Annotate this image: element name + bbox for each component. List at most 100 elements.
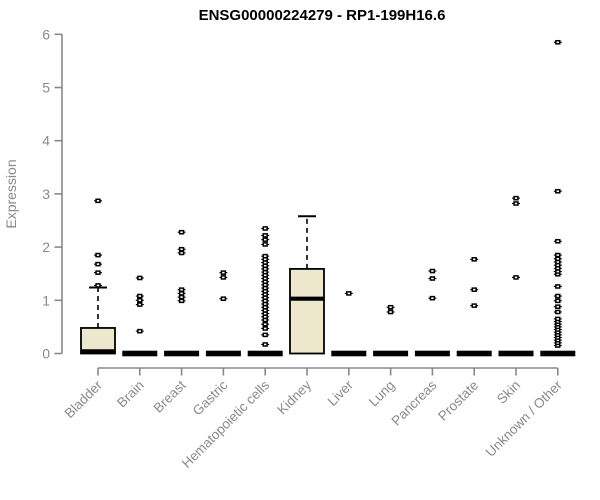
- outlier-point-center: [264, 293, 267, 296]
- outlier-point-center: [222, 271, 225, 274]
- outlier-point-center: [264, 334, 267, 336]
- y-tick-label: 0: [42, 346, 50, 362]
- outlier-point-center: [264, 323, 267, 326]
- zero-bar-prostate: [456, 350, 492, 357]
- outlier-point-center: [473, 304, 476, 307]
- outlier-point-center: [556, 342, 559, 344]
- outlier-point-center: [96, 263, 100, 265]
- outlier-point-center: [138, 277, 141, 279]
- outlier-point-center: [556, 258, 559, 260]
- outlier-point-center: [389, 306, 392, 309]
- outlier-point-center: [264, 319, 267, 321]
- outlier-point-center: [556, 295, 559, 297]
- outlier-point-center: [264, 315, 267, 318]
- category-label-brain: Brain: [114, 378, 147, 411]
- outlier-point-center: [180, 288, 183, 291]
- outlier-point-center: [556, 41, 559, 44]
- outlier-point-center: [222, 276, 225, 279]
- outlier-point-center: [556, 254, 559, 256]
- outlier-point-center: [556, 273, 559, 276]
- zero-bar-breast: [164, 350, 200, 357]
- outlier-point-center: [180, 300, 183, 302]
- zero-bar-hematopoietic-cells: [247, 350, 283, 357]
- outlier-point-center: [473, 258, 476, 261]
- outlier-point-center: [431, 270, 434, 272]
- outlier-point-center: [473, 288, 476, 291]
- y-tick-label: 3: [42, 186, 50, 202]
- outlier-point-center: [431, 277, 434, 280]
- outlier-point-center: [556, 318, 559, 320]
- category-label-liver: Liver: [325, 377, 357, 409]
- category-label-pancreas: Pancreas: [389, 377, 440, 428]
- outlier-point-center: [556, 320, 559, 323]
- category-label-skin: Skin: [494, 378, 523, 407]
- outlier-point-center: [138, 303, 141, 306]
- box-bladder: [80, 327, 116, 355]
- outlier-point-center: [556, 264, 559, 266]
- outlier-point-center: [96, 254, 100, 256]
- outlier-point-center: [264, 303, 267, 305]
- outlier-point-center: [556, 305, 559, 308]
- outlier-point-center: [556, 270, 559, 273]
- outlier-point-center: [138, 299, 141, 302]
- outlier-point-center: [138, 330, 141, 332]
- outlier-point-center: [264, 327, 267, 330]
- outlier-point-center: [264, 258, 267, 261]
- outlier-point-center: [431, 297, 434, 299]
- outlier-point-center: [556, 323, 559, 326]
- category-label-breast: Breast: [151, 377, 189, 415]
- outlier-point-center: [264, 296, 267, 299]
- outlier-point-center: [556, 334, 559, 336]
- category-label-bladder: Bladder: [62, 377, 106, 421]
- outlier-point-center: [264, 280, 267, 283]
- outlier-point-center: [96, 284, 100, 287]
- outlier-point-center: [514, 197, 518, 199]
- chart-title: ENSG00000224279 - RP1-199H16.6: [199, 7, 446, 24]
- outlier-point-center: [514, 276, 518, 279]
- outlier-point-center: [180, 252, 183, 254]
- category-label-unknown-other: Unknown / Other: [483, 377, 566, 460]
- outlier-point-center: [556, 339, 559, 341]
- box-kidney: [289, 268, 325, 355]
- zero-bar-unknown-other: [540, 350, 576, 357]
- zero-bar-skin: [498, 350, 534, 357]
- zero-bar-gastric: [205, 350, 241, 357]
- outlier-point-center: [138, 295, 141, 297]
- zero-bar-lung: [373, 350, 409, 357]
- outlier-point-center: [264, 306, 267, 309]
- category-label-gastric: Gastric: [190, 377, 231, 418]
- outlier-point-center: [180, 231, 183, 234]
- outlier-point-center: [264, 268, 267, 270]
- outlier-point-center: [264, 271, 267, 273]
- outlier-point-center: [556, 344, 559, 347]
- outlier-point-center: [556, 326, 559, 328]
- boxes-layer: [80, 39, 576, 357]
- outlier-point-center: [222, 297, 225, 300]
- outlier-point-center: [556, 311, 559, 313]
- category-label-prostate: Prostate: [435, 378, 481, 424]
- outlier-point-center: [264, 243, 267, 246]
- outlier-point-center: [264, 234, 267, 237]
- zero-bar-brain: [122, 350, 158, 357]
- outlier-point-center: [556, 240, 559, 243]
- outlier-point-center: [264, 261, 267, 264]
- outlier-point-center: [264, 277, 267, 280]
- outlier-point-center: [556, 267, 559, 270]
- y-tick-label: 2: [42, 239, 50, 255]
- outlier-point-center: [264, 238, 267, 241]
- outlier-point-center: [264, 284, 267, 286]
- outlier-point-center: [264, 309, 267, 312]
- outlier-point-center: [556, 261, 559, 263]
- outlier-point-center: [514, 202, 518, 205]
- outlier-point-center: [180, 292, 183, 295]
- y-tick-label: 1: [42, 292, 50, 308]
- y-tick-label: 4: [42, 133, 50, 149]
- category-label-lung: Lung: [366, 378, 398, 410]
- outlier-point-center: [264, 300, 267, 302]
- category-label-kidney: Kidney: [274, 377, 314, 417]
- zero-bar-liver: [331, 350, 367, 357]
- outlier-point-center: [96, 200, 100, 202]
- outlier-point-center: [556, 331, 559, 334]
